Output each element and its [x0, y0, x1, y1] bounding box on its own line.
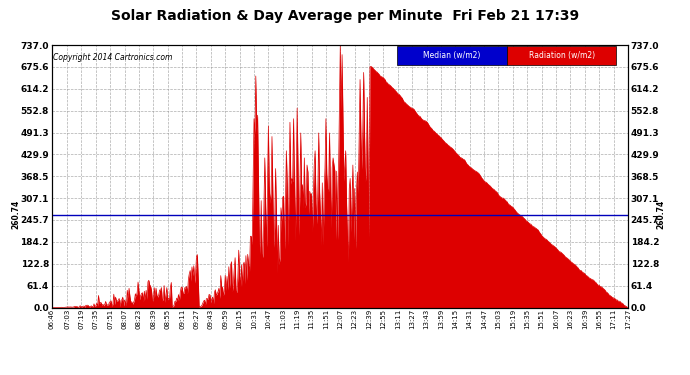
- Text: 260.74: 260.74: [657, 200, 666, 229]
- Text: Radiation (w/m2): Radiation (w/m2): [529, 51, 595, 60]
- Text: Copyright 2014 Cartronics.com: Copyright 2014 Cartronics.com: [53, 53, 172, 62]
- Text: Median (w/m2): Median (w/m2): [424, 51, 481, 60]
- Text: Solar Radiation & Day Average per Minute  Fri Feb 21 17:39: Solar Radiation & Day Average per Minute…: [111, 9, 579, 23]
- FancyBboxPatch shape: [397, 46, 507, 65]
- Text: 260.74: 260.74: [11, 200, 20, 229]
- FancyBboxPatch shape: [507, 46, 616, 65]
